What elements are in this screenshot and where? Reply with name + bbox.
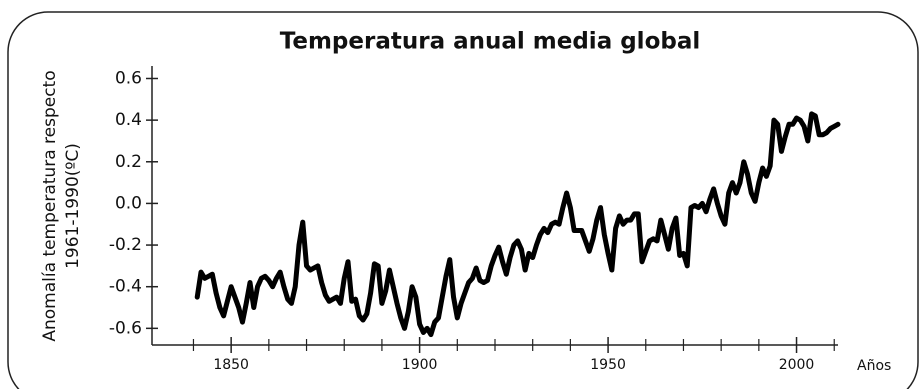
x-tick-label: 1900 xyxy=(402,357,438,373)
chart-title: Temperatura anual media global xyxy=(280,29,701,55)
y-axis-label: 1961-1990(ºC) xyxy=(63,143,83,269)
y-tick-label: 0.6 xyxy=(115,68,142,88)
y-tick-label: -0.4 xyxy=(109,277,142,297)
frame xyxy=(7,11,919,389)
y-tick-label: -0.2 xyxy=(109,235,142,255)
y-tick-label: -0.6 xyxy=(109,318,142,338)
y-tick-label: 0.4 xyxy=(115,110,142,130)
x-tick-label: 1850 xyxy=(213,357,249,373)
line xyxy=(194,111,841,338)
y-tick-label: 0.0 xyxy=(115,193,142,213)
y-tick-label: 0.2 xyxy=(115,152,142,172)
x-axis-label: Años xyxy=(857,358,891,374)
y-axis-label: Anomalía temperatura respecto xyxy=(40,70,60,341)
x-tick-label: 2000 xyxy=(779,357,815,373)
x-tick-label: 1950 xyxy=(590,357,626,373)
